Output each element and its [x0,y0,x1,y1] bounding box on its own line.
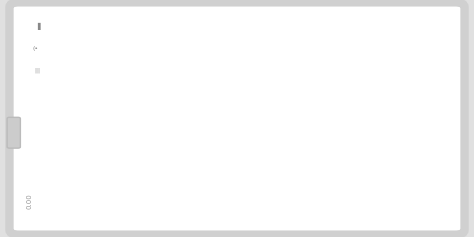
England [386,55,392,58]
FancyBboxPatch shape [7,117,20,148]
Line: England: England [110,55,392,143]
Germany [248,125,254,128]
Text: 0.00: 0.00 [27,193,32,209]
Title: Inflation - Consumer Price: Inflation - Consumer Price [170,15,332,28]
Germany [386,83,392,86]
Legend: Germany, England: Germany, England [330,142,407,180]
Germany [110,151,116,154]
Germany [202,128,208,131]
England [340,65,346,68]
Germany [294,102,300,105]
Text: |||: ||| [34,67,40,73]
FancyBboxPatch shape [9,2,465,235]
England [110,139,116,141]
England [156,116,162,118]
England [202,113,208,115]
England [294,83,300,86]
Line: Germany: Germany [110,82,392,155]
Germany [156,145,162,148]
Germany [340,96,346,99]
Text: ▌: ▌ [37,23,43,30]
England [248,111,254,114]
Text: (•: (• [33,46,38,51]
